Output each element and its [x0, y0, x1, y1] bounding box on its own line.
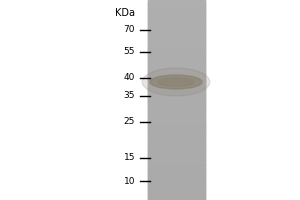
Bar: [148, 32, 205, 36]
Bar: [148, 80, 205, 84]
Bar: [148, 75, 205, 78]
Bar: [148, 60, 205, 64]
Bar: [148, 115, 205, 118]
Bar: [148, 35, 205, 38]
Bar: [148, 148, 205, 151]
Text: 15: 15: [124, 154, 135, 162]
Text: 40: 40: [124, 73, 135, 82]
Bar: [148, 102, 205, 106]
Bar: [148, 90, 205, 94]
Bar: [148, 117, 205, 121]
Bar: [148, 170, 205, 173]
Bar: [148, 155, 205, 158]
Bar: [148, 122, 205, 126]
Bar: [148, 70, 205, 73]
Bar: [148, 7, 205, 11]
Bar: [148, 82, 205, 86]
Bar: [148, 30, 205, 33]
Bar: [148, 40, 205, 44]
Bar: [148, 85, 205, 88]
Bar: [148, 168, 205, 171]
Bar: [148, 77, 205, 81]
Bar: [148, 150, 205, 154]
Bar: [148, 180, 205, 184]
Bar: [148, 92, 205, 96]
Bar: [148, 142, 205, 146]
Bar: [148, 120, 205, 123]
Bar: [148, 140, 205, 144]
Bar: [148, 138, 205, 141]
Bar: [148, 198, 205, 200]
Bar: [148, 190, 205, 194]
Bar: [148, 62, 205, 66]
Bar: [148, 132, 205, 136]
Ellipse shape: [150, 75, 202, 89]
Bar: [148, 175, 205, 178]
Bar: [148, 45, 205, 48]
Bar: [148, 100, 205, 104]
Bar: [148, 5, 205, 8]
Bar: [148, 65, 205, 68]
Bar: [148, 195, 205, 198]
Text: KDa: KDa: [115, 8, 135, 18]
Bar: [148, 25, 205, 28]
Bar: [148, 12, 205, 16]
Bar: [148, 185, 205, 188]
Bar: [148, 95, 205, 98]
Bar: [148, 192, 205, 196]
Bar: [148, 182, 205, 186]
Bar: [148, 172, 205, 176]
Bar: [148, 162, 205, 166]
Text: 25: 25: [124, 117, 135, 127]
Bar: [148, 68, 205, 71]
Bar: [148, 110, 205, 114]
Ellipse shape: [158, 78, 194, 86]
Bar: [148, 130, 205, 134]
Bar: [148, 43, 205, 46]
Bar: [148, 50, 205, 53]
Bar: [148, 18, 205, 21]
Bar: [148, 165, 205, 168]
Bar: [148, 55, 205, 58]
Bar: [148, 0, 205, 200]
Bar: [148, 158, 205, 161]
Text: 70: 70: [124, 25, 135, 34]
Bar: [148, 47, 205, 51]
Bar: [148, 38, 205, 41]
Bar: [148, 2, 205, 6]
Bar: [148, 188, 205, 191]
Bar: [148, 145, 205, 148]
Bar: [148, 152, 205, 156]
Bar: [148, 27, 205, 31]
Text: 35: 35: [124, 92, 135, 100]
Bar: [148, 58, 205, 61]
Bar: [148, 22, 205, 26]
Text: 55: 55: [124, 47, 135, 56]
Bar: [148, 88, 205, 91]
Bar: [148, 125, 205, 129]
Bar: [148, 105, 205, 108]
Bar: [148, 160, 205, 164]
Bar: [148, 52, 205, 56]
Bar: [148, 108, 205, 111]
Bar: [148, 0, 205, 3]
Bar: [148, 178, 205, 181]
Ellipse shape: [142, 68, 210, 96]
Bar: [148, 135, 205, 138]
Bar: [148, 98, 205, 101]
Text: 10: 10: [124, 176, 135, 186]
Bar: [148, 15, 205, 19]
Bar: [148, 112, 205, 116]
Bar: [148, 72, 205, 76]
Bar: [148, 128, 205, 131]
Bar: [148, 10, 205, 14]
Bar: [148, 20, 205, 23]
